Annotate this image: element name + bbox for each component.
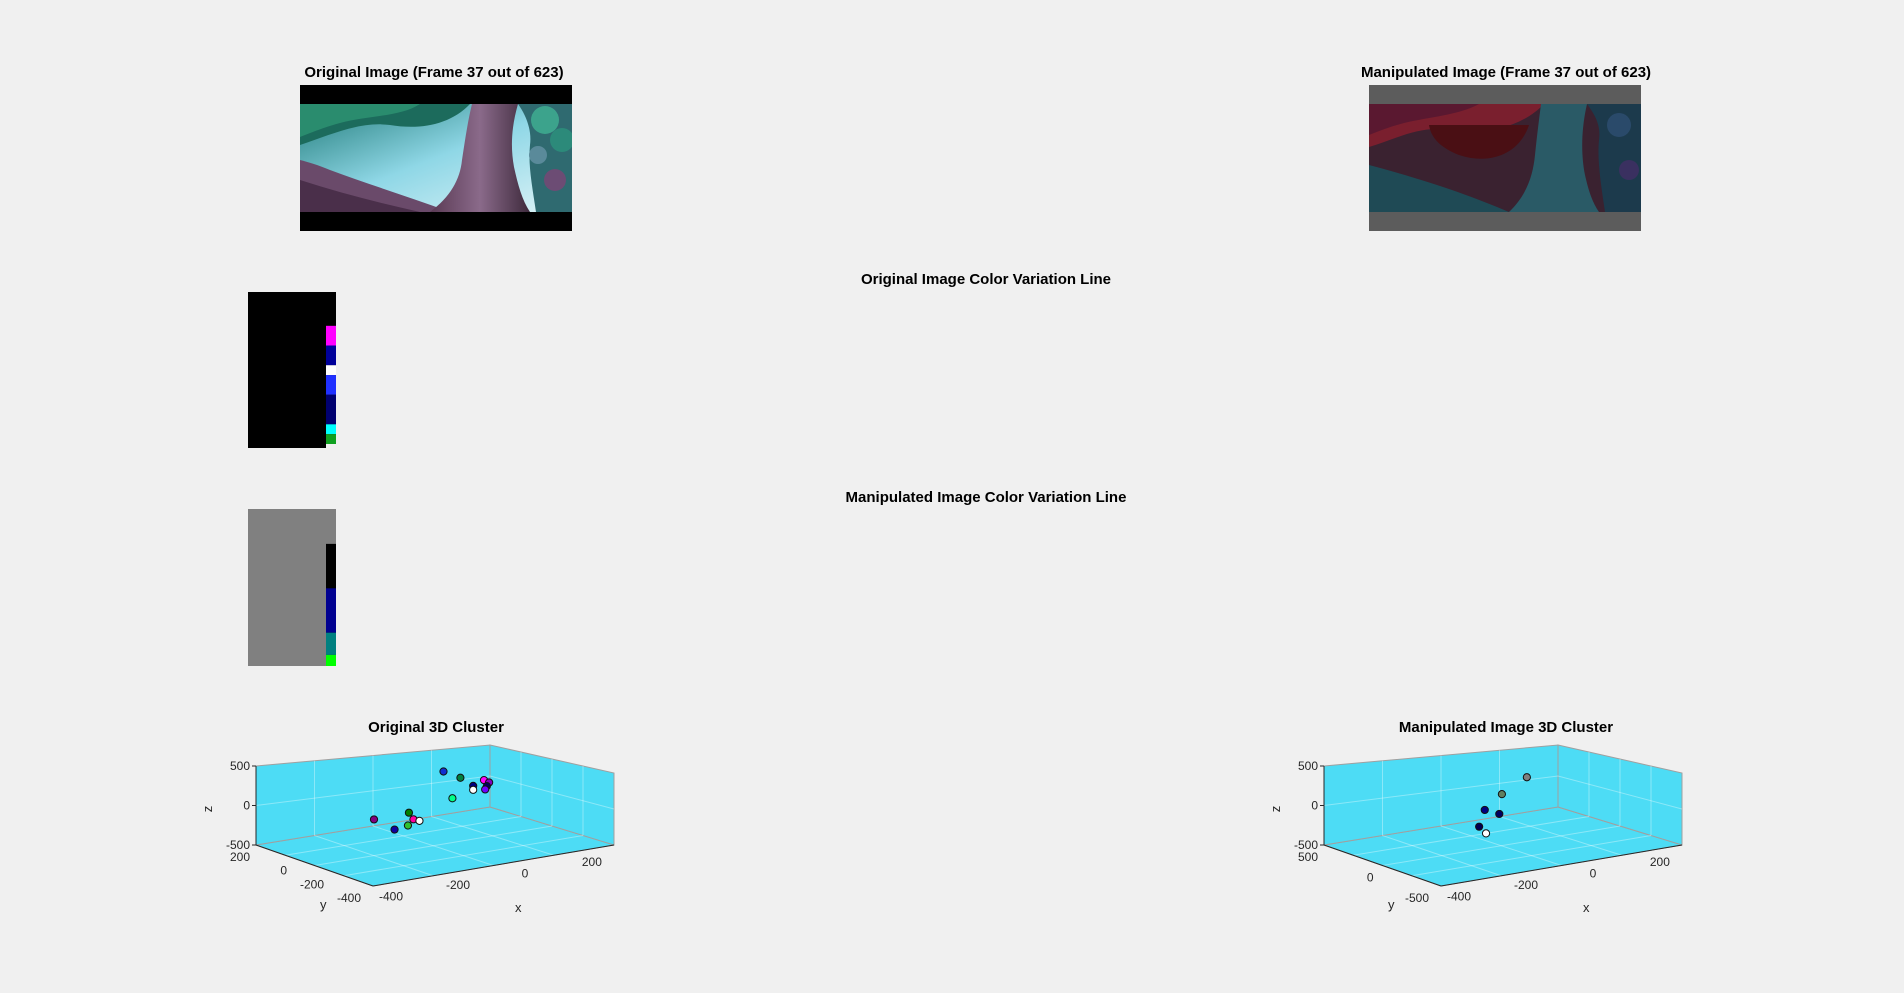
x-axis-line	[372, 844, 615, 887]
manipulated-image-title: Manipulated Image (Frame 37 out of 623)	[1360, 64, 1652, 81]
color-band	[326, 394, 336, 425]
y-tick-label: -200	[300, 877, 324, 891]
color-band	[326, 543, 336, 589]
original-color-variation-line	[248, 292, 336, 448]
grid-lines	[1323, 750, 1683, 877]
data-point	[404, 808, 414, 817]
x-tick-label: 0	[522, 867, 529, 881]
data-point	[1495, 809, 1504, 819]
data-point	[415, 816, 424, 825]
color-band	[326, 588, 336, 633]
manipulated-color-variation-line	[248, 509, 336, 666]
data-point	[369, 815, 379, 824]
z-axis-label: z	[1268, 806, 1283, 813]
data-point	[1497, 790, 1506, 799]
x-tick-label: -400	[379, 889, 403, 903]
z-tick-label: 0	[1311, 799, 1318, 813]
x-tick-label: 200	[582, 855, 602, 869]
x-axis-label: x	[1583, 900, 1590, 915]
scatter-points	[369, 767, 494, 834]
x-axis-label: x	[515, 900, 522, 915]
color-band	[326, 325, 336, 346]
z-tick-label: 500	[230, 759, 250, 773]
original-image-title: Original Image (Frame 37 out of 623)	[304, 64, 564, 81]
manipulated-line-title: Manipulated Image Color Variation Line	[845, 489, 1127, 506]
y-axis-line	[1323, 844, 1442, 887]
original-image	[300, 85, 572, 231]
y-tick-label: 200	[230, 850, 250, 864]
color-band	[326, 424, 336, 435]
color-band	[326, 509, 336, 544]
x-tick-label: 200	[1650, 855, 1670, 869]
scatter-points	[1475, 773, 1531, 838]
color-band	[326, 292, 336, 326]
x-tick-label: -200	[446, 878, 470, 892]
color-stack-bands	[326, 292, 336, 444]
data-point	[1481, 829, 1491, 838]
y-tick-label: -400	[337, 891, 361, 905]
data-point	[439, 767, 448, 776]
data-point	[469, 785, 478, 794]
original-cluster-title: Original 3D Cluster	[368, 719, 504, 736]
y-axis-line	[255, 844, 374, 887]
data-point	[1475, 822, 1484, 831]
color-band	[326, 345, 336, 366]
z-axis-label: z	[200, 806, 215, 813]
x-tick-label: -400	[1447, 889, 1471, 903]
grid-lines	[255, 750, 615, 877]
data-point	[1522, 773, 1531, 782]
data-point	[448, 794, 457, 803]
x-tick-label: 0	[1590, 867, 1597, 881]
color-band	[326, 654, 336, 666]
color-band	[326, 434, 336, 444]
y-tick-label: 500	[1298, 850, 1318, 864]
data-point	[481, 785, 490, 794]
data-point	[1480, 805, 1489, 815]
z-tick-label: -500	[226, 838, 250, 852]
data-point	[390, 825, 399, 834]
color-band	[326, 375, 336, 395]
manipulated-image	[1369, 85, 1641, 231]
data-point	[403, 821, 413, 830]
data-point	[456, 773, 465, 782]
original-line-title: Original Image Color Variation Line	[860, 271, 1112, 288]
z-tick-label: 500	[1298, 759, 1318, 773]
manipulated-cluster-title: Manipulated Image 3D Cluster	[1398, 719, 1614, 736]
x-axis-line	[1440, 844, 1683, 887]
y-axis-label: y	[320, 897, 327, 912]
z-tick-label: 0	[243, 799, 250, 813]
color-stack-bands	[326, 509, 336, 666]
y-tick-label: 0	[280, 864, 287, 878]
y-axis-label: y	[1388, 897, 1395, 912]
y-tick-label: 0	[1367, 871, 1374, 885]
x-tick-label: -200	[1514, 878, 1538, 892]
y-tick-label: -500	[1405, 891, 1429, 905]
z-tick-label: -500	[1294, 838, 1318, 852]
color-band	[326, 632, 336, 655]
color-band	[326, 365, 336, 376]
